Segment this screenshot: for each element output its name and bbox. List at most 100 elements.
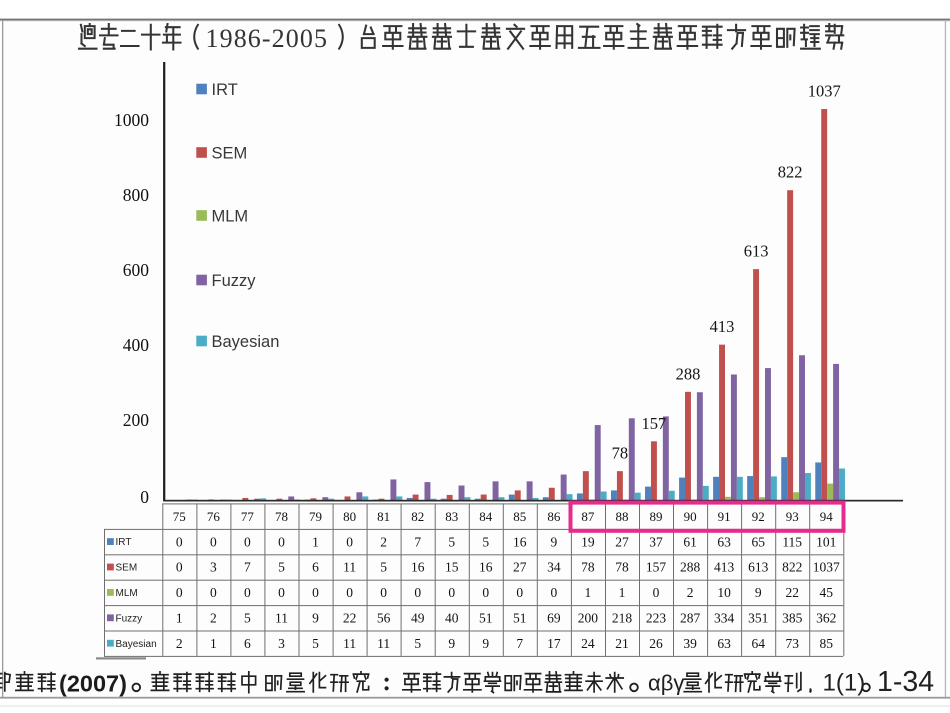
svg-text:0: 0: [176, 534, 183, 549]
svg-text:21: 21: [615, 636, 629, 651]
svg-text:27: 27: [513, 560, 527, 575]
svg-text:19: 19: [581, 534, 595, 549]
svg-text:1986-2005: 1986-2005: [206, 24, 329, 53]
svg-text:34: 34: [547, 560, 561, 575]
svg-text:Fuzzy: Fuzzy: [212, 272, 257, 290]
svg-text:86: 86: [547, 509, 561, 524]
svg-text:49: 49: [411, 611, 425, 626]
svg-text:351: 351: [748, 611, 768, 626]
svg-text:0: 0: [346, 534, 353, 549]
svg-text:11: 11: [275, 611, 288, 626]
svg-text:334: 334: [714, 611, 735, 626]
svg-text:45: 45: [820, 585, 834, 600]
svg-text:39: 39: [683, 636, 697, 651]
svg-text:1: 1: [210, 636, 217, 651]
svg-text:IRT: IRT: [116, 537, 132, 548]
svg-text:2: 2: [176, 636, 183, 651]
svg-text:400: 400: [123, 335, 150, 355]
svg-text:600: 600: [123, 260, 150, 280]
svg-text:2: 2: [380, 534, 387, 549]
svg-text:5: 5: [380, 560, 387, 575]
svg-text:800: 800: [123, 185, 150, 205]
svg-text:0: 0: [312, 585, 319, 600]
svg-text:37: 37: [649, 534, 663, 549]
svg-text:0: 0: [551, 585, 558, 600]
svg-text:0: 0: [176, 585, 183, 600]
svg-text:22: 22: [785, 585, 799, 600]
svg-text:1: 1: [585, 585, 592, 600]
svg-text:SEM: SEM: [212, 144, 248, 162]
svg-text:288: 288: [676, 364, 701, 383]
svg-text:84: 84: [479, 509, 493, 524]
svg-text:287: 287: [680, 611, 701, 626]
svg-text:1(1): 1(1): [823, 670, 866, 697]
svg-text:IRT: IRT: [212, 81, 238, 99]
svg-text:51: 51: [479, 611, 493, 626]
svg-text:0: 0: [278, 585, 285, 600]
svg-text:65: 65: [751, 534, 765, 549]
svg-text:5: 5: [244, 611, 251, 626]
svg-text:613: 613: [744, 242, 769, 261]
svg-text:0: 0: [414, 585, 421, 600]
svg-text:51: 51: [513, 611, 527, 626]
svg-text:79: 79: [309, 509, 322, 524]
svg-text:7: 7: [414, 534, 421, 549]
svg-text:3: 3: [210, 560, 217, 575]
svg-text:80: 80: [343, 509, 356, 524]
svg-text:0: 0: [244, 585, 251, 600]
svg-text:Bayesian: Bayesian: [212, 333, 280, 351]
svg-text:101: 101: [816, 534, 836, 549]
svg-text:288: 288: [680, 560, 701, 575]
svg-text:85: 85: [513, 509, 526, 524]
svg-text:822: 822: [778, 163, 803, 182]
svg-text:385: 385: [782, 611, 803, 626]
svg-text:413: 413: [714, 560, 735, 575]
svg-text:40: 40: [445, 611, 459, 626]
svg-text:83: 83: [445, 509, 458, 524]
svg-text:16: 16: [513, 534, 527, 549]
svg-text:9: 9: [551, 534, 558, 549]
svg-text:78: 78: [612, 444, 629, 463]
svg-text:6: 6: [312, 560, 319, 575]
svg-text:6: 6: [244, 636, 251, 651]
svg-text:αβγ: αβγ: [648, 671, 684, 696]
svg-text:92: 92: [752, 509, 765, 524]
svg-text:1: 1: [176, 611, 183, 626]
svg-text:Fuzzy: Fuzzy: [116, 613, 143, 624]
svg-text:27: 27: [615, 534, 629, 549]
svg-text:24: 24: [581, 636, 595, 651]
svg-text:22: 22: [343, 611, 357, 626]
svg-text:413: 413: [710, 317, 735, 336]
svg-text:78: 78: [615, 560, 629, 575]
svg-text:2: 2: [687, 585, 694, 600]
svg-text:16: 16: [411, 560, 425, 575]
svg-text:9: 9: [312, 611, 319, 626]
svg-text:613: 613: [748, 560, 769, 575]
svg-text:17: 17: [547, 636, 561, 651]
svg-text:94: 94: [820, 509, 834, 524]
svg-text:1037: 1037: [808, 82, 841, 101]
svg-text:MLM: MLM: [212, 207, 249, 225]
svg-text:3: 3: [278, 636, 285, 651]
svg-text:157: 157: [646, 560, 667, 575]
svg-text:9: 9: [482, 636, 489, 651]
svg-text:1-34: 1-34: [877, 666, 934, 698]
svg-text:61: 61: [683, 534, 697, 549]
svg-text:78: 78: [581, 560, 595, 575]
svg-text:0: 0: [278, 534, 285, 549]
svg-text:1: 1: [619, 585, 626, 600]
svg-text:11: 11: [343, 636, 356, 651]
svg-text:223: 223: [646, 611, 667, 626]
svg-text:7: 7: [516, 636, 523, 651]
svg-text:5: 5: [278, 560, 285, 575]
svg-text:0: 0: [176, 560, 183, 575]
svg-text:69: 69: [547, 611, 561, 626]
svg-text:MLM: MLM: [116, 588, 138, 599]
svg-text:0: 0: [210, 585, 217, 600]
svg-text:87: 87: [581, 509, 595, 524]
svg-text:11: 11: [377, 636, 390, 651]
svg-text:0: 0: [448, 585, 455, 600]
svg-text:10: 10: [717, 585, 731, 600]
svg-text:157: 157: [642, 414, 667, 433]
svg-text:91: 91: [718, 509, 731, 524]
